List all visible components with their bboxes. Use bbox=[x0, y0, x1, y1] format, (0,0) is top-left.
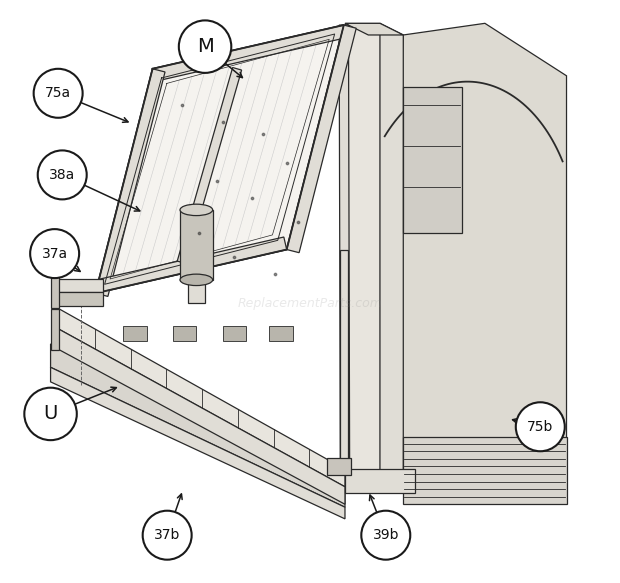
Polygon shape bbox=[327, 458, 351, 475]
Polygon shape bbox=[51, 367, 345, 519]
Circle shape bbox=[33, 69, 82, 118]
Polygon shape bbox=[223, 326, 246, 341]
Text: U: U bbox=[43, 405, 58, 423]
Point bbox=[281, 159, 291, 168]
Polygon shape bbox=[286, 25, 356, 252]
Polygon shape bbox=[380, 23, 403, 493]
Point bbox=[177, 100, 187, 110]
Circle shape bbox=[361, 511, 410, 560]
Circle shape bbox=[24, 388, 77, 440]
Text: 75b: 75b bbox=[527, 420, 554, 434]
Point bbox=[194, 229, 204, 238]
Polygon shape bbox=[55, 279, 103, 292]
Polygon shape bbox=[95, 69, 165, 296]
Point bbox=[212, 176, 222, 185]
Polygon shape bbox=[269, 326, 293, 341]
Text: ReplacementParts.com: ReplacementParts.com bbox=[237, 297, 383, 310]
Polygon shape bbox=[380, 23, 567, 493]
Polygon shape bbox=[55, 292, 103, 306]
Point bbox=[218, 118, 228, 127]
Circle shape bbox=[179, 20, 231, 73]
Circle shape bbox=[516, 402, 565, 451]
Polygon shape bbox=[95, 25, 344, 293]
Polygon shape bbox=[345, 469, 415, 493]
Polygon shape bbox=[51, 277, 60, 308]
Polygon shape bbox=[345, 23, 380, 481]
Circle shape bbox=[30, 229, 79, 278]
Polygon shape bbox=[51, 344, 345, 507]
Polygon shape bbox=[345, 23, 403, 35]
Polygon shape bbox=[153, 25, 347, 81]
Point bbox=[229, 252, 239, 261]
Polygon shape bbox=[173, 326, 197, 341]
Polygon shape bbox=[340, 250, 348, 469]
Text: 38a: 38a bbox=[49, 168, 76, 182]
Polygon shape bbox=[123, 326, 147, 341]
Polygon shape bbox=[60, 309, 345, 487]
Polygon shape bbox=[92, 237, 286, 293]
Point bbox=[270, 269, 280, 279]
Ellipse shape bbox=[180, 204, 213, 216]
Polygon shape bbox=[180, 210, 213, 280]
Text: 39b: 39b bbox=[373, 528, 399, 542]
Circle shape bbox=[143, 511, 192, 560]
Point bbox=[293, 217, 303, 226]
Point bbox=[247, 194, 257, 203]
Text: 75a: 75a bbox=[45, 86, 71, 100]
Polygon shape bbox=[60, 329, 345, 504]
Text: M: M bbox=[197, 37, 213, 56]
Ellipse shape bbox=[180, 274, 213, 286]
Text: 37a: 37a bbox=[42, 247, 68, 261]
Polygon shape bbox=[403, 87, 461, 233]
Polygon shape bbox=[51, 309, 60, 350]
Polygon shape bbox=[188, 280, 205, 303]
Polygon shape bbox=[339, 25, 350, 469]
Circle shape bbox=[38, 150, 87, 199]
Text: 37b: 37b bbox=[154, 528, 180, 542]
Polygon shape bbox=[403, 437, 567, 504]
Point bbox=[259, 129, 268, 139]
Polygon shape bbox=[177, 68, 242, 264]
